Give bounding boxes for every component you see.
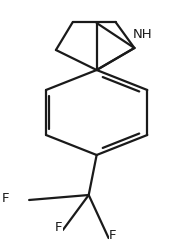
Text: F: F xyxy=(109,229,116,242)
Text: NH: NH xyxy=(132,28,152,40)
Text: F: F xyxy=(55,221,63,234)
Text: F: F xyxy=(2,191,9,205)
